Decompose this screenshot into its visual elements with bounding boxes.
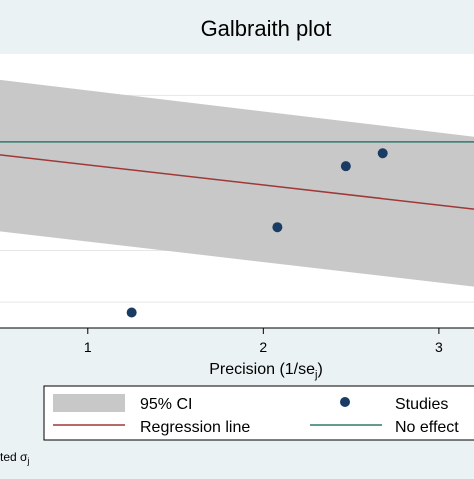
study-points — [126, 148, 388, 318]
x-tick-label-2: 2 — [259, 339, 267, 355]
x-axis-label-sub: j — [314, 369, 317, 381]
legend: 95% CI Studies Regression line No effect — [43, 385, 474, 441]
x-axis-ticks: 1 2 3 — [84, 328, 443, 355]
legend-no-effect-label: No effect — [395, 419, 459, 436]
ci-band-layer — [0, 79, 474, 287]
regression-line — [0, 154, 474, 210]
study-point-2 — [340, 161, 351, 172]
legend-ci-swatch — [53, 394, 125, 412]
study-point-0 — [126, 307, 137, 318]
x-axis-label: Precision (1/sej) — [209, 361, 323, 381]
legend-studies-label: Studies — [395, 396, 448, 413]
legend-ci-label: 95% CI — [140, 396, 192, 413]
footnote-sub: j — [26, 456, 29, 466]
x-tick-label-1: 1 — [84, 339, 92, 355]
legend-studies-marker — [340, 397, 350, 407]
x-tick-label-3: 3 — [435, 339, 443, 355]
lines-layer — [0, 141, 474, 210]
footnote-main: ted σ — [0, 450, 28, 464]
x-axis-label-main: Precision (1/se — [209, 361, 315, 378]
study-point-3 — [377, 148, 388, 159]
x-axis-label-close: ) — [317, 361, 322, 378]
study-point-1 — [272, 222, 283, 233]
footnote: ted σj — [0, 450, 29, 466]
ci-band — [0, 79, 474, 287]
legend-regression-label: Regression line — [140, 419, 250, 436]
chart-title: Galbraith plot — [201, 16, 332, 41]
